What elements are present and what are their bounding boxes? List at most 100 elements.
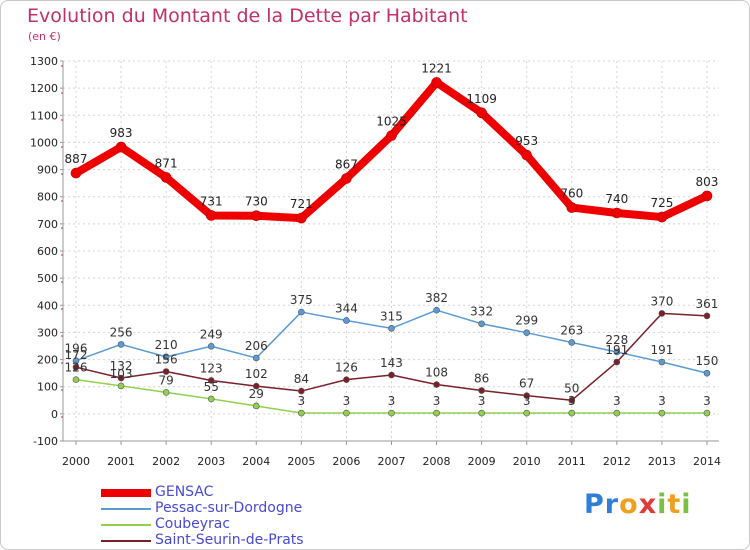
data-point [388, 325, 395, 332]
data-point [476, 107, 487, 119]
data-label: 3 [523, 394, 531, 408]
data-label: 382 [425, 291, 448, 305]
data-label: 126 [335, 361, 358, 375]
data-point [433, 409, 440, 417]
y-tick-label: 200 [37, 354, 58, 367]
data-point [207, 342, 215, 350]
unit-label: (en €) [28, 30, 61, 43]
data-label: 55 [204, 380, 219, 394]
data-point [72, 357, 80, 364]
y-tick-label: 700 [37, 218, 58, 231]
data-label: 3 [343, 394, 351, 408]
data-point [298, 308, 305, 316]
data-label: 1109 [466, 92, 497, 106]
axis-dot [61, 200, 63, 202]
chart-title: Evolution du Montant de la Dette par Hab… [27, 5, 468, 27]
data-point [117, 382, 125, 390]
brand-letter: r [604, 489, 620, 520]
data-label: 344 [335, 301, 358, 315]
data-point [162, 368, 170, 375]
x-tick-label: 2008 [423, 455, 451, 468]
data-label: 3 [613, 394, 621, 408]
axis-dot [61, 173, 63, 175]
x-tick-label: 2013 [648, 455, 676, 468]
data-label: 206 [245, 339, 268, 353]
data-point [160, 172, 172, 183]
y-tick-label: 400 [37, 299, 58, 312]
brand-logo: Proxiti [584, 489, 692, 520]
data-point [207, 377, 215, 384]
data-point [252, 354, 260, 362]
data-label: 1025 [376, 115, 407, 129]
data-label: 108 [425, 366, 448, 380]
axis-dot [61, 92, 63, 94]
data-label: 196 [65, 342, 88, 356]
data-label: 86 [474, 372, 489, 386]
y-tick-label: 1000 [30, 136, 58, 149]
data-label: 172 [65, 348, 88, 362]
data-point [611, 207, 623, 219]
data-point [343, 376, 350, 383]
data-point [656, 211, 668, 223]
data-point [658, 310, 666, 317]
data-point [613, 348, 621, 356]
y-tick-label: 600 [37, 245, 58, 258]
data-label: 887 [65, 152, 88, 166]
data-label: 953 [515, 134, 538, 148]
data-label: 150 [696, 354, 719, 368]
data-label: 123 [200, 361, 223, 375]
data-label: 3 [478, 394, 486, 408]
y-tick-label: 500 [37, 272, 58, 285]
legend-swatch [101, 524, 151, 526]
y-tick-label: 0 [51, 408, 58, 421]
data-point [250, 210, 262, 222]
data-label: 315 [380, 309, 403, 323]
data-label: 156 [155, 353, 178, 367]
axis-dot [61, 227, 63, 229]
data-label: 3 [388, 394, 396, 408]
data-point [478, 409, 485, 417]
data-label: 730 [245, 195, 268, 209]
data-label: 760 [560, 187, 583, 201]
y-tick-label: 1100 [30, 109, 58, 122]
data-point [568, 396, 576, 404]
data-label: 731 [200, 194, 223, 208]
brand-letter: P [584, 489, 605, 520]
data-point [252, 382, 260, 390]
data-label: 721 [290, 197, 313, 211]
data-point [568, 409, 576, 417]
data-label: 67 [519, 377, 534, 391]
axis-dot [61, 281, 63, 283]
data-point [207, 395, 215, 403]
y-tick-label: -100 [33, 435, 58, 448]
data-label: 256 [110, 325, 133, 339]
x-tick-label: 2000 [62, 455, 90, 468]
data-point [117, 341, 125, 348]
data-point [478, 320, 485, 328]
y-tick-label: 300 [37, 326, 58, 339]
legend-label: Saint-Seurin-de-Prats [155, 532, 304, 548]
brand-letter: t [667, 489, 682, 520]
data-label: 3 [298, 394, 306, 408]
data-point [72, 376, 80, 383]
legend-swatch [101, 489, 151, 497]
y-tick-label: 900 [37, 164, 58, 177]
x-tick-label: 2002 [152, 455, 180, 468]
axis-dot [61, 308, 63, 310]
x-tick-label: 2003 [197, 455, 225, 468]
axis-dot [61, 119, 63, 121]
data-point [523, 329, 531, 337]
data-label: 983 [110, 126, 133, 140]
data-label: 228 [605, 333, 628, 347]
data-label: 249 [200, 327, 223, 341]
data-label: 191 [650, 343, 673, 357]
axis-dot [61, 389, 63, 391]
x-tick-label: 2004 [242, 455, 270, 468]
data-label: 3 [568, 394, 576, 408]
x-tick-label: 2005 [287, 455, 315, 468]
data-point [162, 389, 170, 396]
data-point [252, 402, 260, 410]
axis-dot [61, 362, 63, 364]
data-point [613, 409, 621, 417]
